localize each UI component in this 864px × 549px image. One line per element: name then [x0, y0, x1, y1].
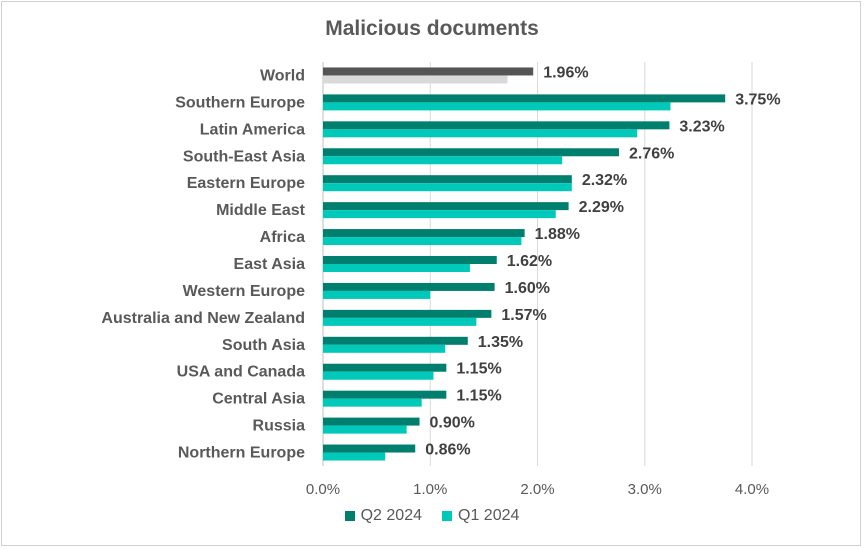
bar-q1 — [323, 425, 407, 434]
data-label: 3.23% — [679, 118, 724, 135]
legend-label-q1: Q1 2024 — [458, 507, 520, 524]
category-label: Southern Europe — [175, 94, 305, 111]
data-label: 1.35% — [478, 334, 523, 351]
data-label: 0.90% — [430, 415, 475, 432]
legend-swatch-q1 — [442, 511, 452, 521]
bar-q2 — [323, 444, 416, 453]
data-label: 1.96% — [543, 64, 588, 81]
chart-title: Malicious documents — [325, 17, 539, 40]
legend-item-q1: Q1 2024 — [442, 507, 519, 525]
bar-q2 — [323, 121, 670, 130]
x-tick-label: 4.0% — [735, 481, 769, 498]
bar-q1 — [323, 237, 522, 246]
legend-item-q2: Q2 2024 — [344, 507, 422, 525]
bar-q2 — [323, 175, 572, 184]
x-tick-label: 0.0% — [306, 481, 340, 498]
category-label: Latin America — [200, 121, 305, 138]
bar-q2 — [323, 202, 569, 211]
category-label: Northern Europe — [178, 445, 305, 462]
x-tick-label: 3.0% — [628, 481, 662, 498]
legend: Q2 2024 Q1 2024 — [0, 507, 864, 525]
data-label: 1.62% — [507, 253, 552, 270]
category-label: Australia and New Zealand — [101, 310, 305, 327]
legend-swatch-q2 — [344, 511, 355, 521]
bar-q1 — [323, 183, 572, 192]
category-label: South-East Asia — [183, 148, 305, 165]
bar-q2 — [323, 309, 492, 318]
data-label: 1.57% — [501, 307, 546, 324]
bar-q2 — [323, 336, 468, 345]
bar-q1 — [323, 102, 671, 111]
bar-q2 — [323, 390, 447, 399]
bar-q1 — [323, 290, 431, 299]
data-label: 1.88% — [535, 226, 580, 243]
data-label: 2.29% — [579, 199, 624, 216]
category-label: Eastern Europe — [187, 175, 305, 192]
bar-q1 — [323, 344, 446, 353]
x-tick-label: 2.0% — [520, 481, 554, 498]
bar-q1 — [323, 75, 508, 84]
bar-q2 — [323, 148, 620, 157]
data-label: 1.60% — [505, 280, 550, 297]
category-label: Africa — [260, 229, 305, 246]
bar-q1 — [323, 264, 470, 272]
data-label: 3.75% — [735, 91, 780, 108]
category-label: Western Europe — [183, 283, 306, 300]
bar-q2 — [323, 256, 497, 264]
category-label: Central Asia — [212, 391, 305, 408]
data-label: 0.86% — [425, 442, 470, 459]
bar-q1 — [323, 452, 386, 461]
bar-q2 — [323, 363, 447, 372]
bar-q1 — [323, 398, 422, 407]
bar-q1 — [323, 371, 434, 380]
bar-q2 — [323, 229, 525, 238]
category-label: USA and Canada — [177, 364, 305, 381]
data-label: 1.15% — [456, 361, 501, 378]
category-label: East Asia — [234, 256, 306, 273]
category-label: Middle East — [216, 202, 306, 219]
category-label: Russia — [253, 418, 306, 435]
bar-q1 — [323, 210, 556, 219]
bar-q1 — [323, 129, 638, 138]
bar-q1 — [323, 156, 563, 165]
category-label: South Asia — [222, 337, 305, 354]
data-label: 2.76% — [629, 145, 674, 162]
data-label: 1.15% — [456, 388, 501, 405]
data-label: 2.32% — [582, 172, 627, 189]
bar-q1 — [323, 317, 477, 326]
bar-q2 — [323, 67, 534, 76]
bar-q2 — [323, 417, 420, 426]
x-tick-label: 1.0% — [413, 481, 447, 498]
category-label: World — [260, 67, 305, 84]
bar-q2 — [323, 282, 495, 291]
bar-q2 — [323, 94, 726, 103]
legend-label-q2: Q2 2024 — [360, 507, 422, 524]
